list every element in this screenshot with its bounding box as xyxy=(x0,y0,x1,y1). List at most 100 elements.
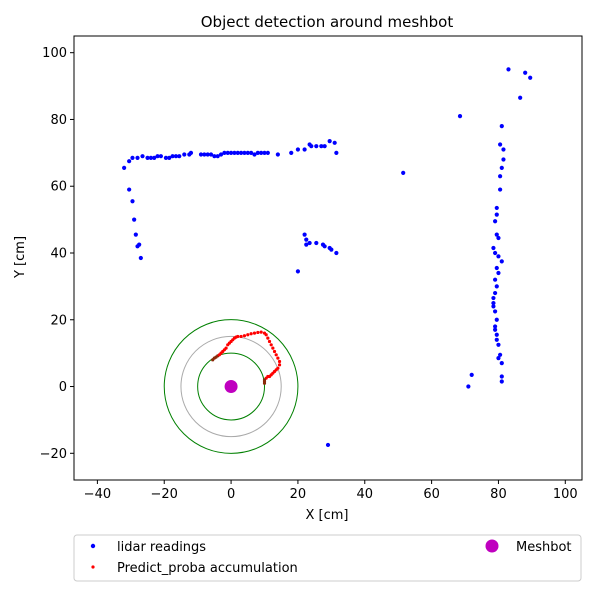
lidar-point xyxy=(232,150,237,155)
lidar-point xyxy=(498,187,503,192)
lidar-point xyxy=(493,290,498,296)
y-tick-label: −20 xyxy=(40,447,67,462)
lidar-point xyxy=(170,154,175,159)
lidar-point xyxy=(494,317,499,322)
lidar-point xyxy=(466,384,471,389)
lidar-point xyxy=(494,337,499,342)
plot-marks xyxy=(122,67,533,454)
lidar-point xyxy=(239,150,244,155)
y-tick-label: 80 xyxy=(50,113,67,128)
proba-point xyxy=(252,331,257,335)
proba-point xyxy=(224,346,228,350)
x-tick-label: 80 xyxy=(490,487,507,502)
legend-marker-meshbot xyxy=(485,539,499,553)
legend-box xyxy=(73,534,582,582)
lidar-point xyxy=(494,232,499,237)
lidar-point xyxy=(235,150,240,155)
lidar-point xyxy=(255,150,260,155)
y-axis-label: Y [cm] xyxy=(13,236,28,279)
legend-label-lidar: lidar readings xyxy=(117,540,206,555)
lidar-point xyxy=(327,139,332,144)
lidar-point xyxy=(322,144,327,149)
lidar-point xyxy=(491,245,496,251)
lidar-point xyxy=(148,155,153,160)
lidar-point xyxy=(501,147,506,152)
lidar-point xyxy=(155,154,160,159)
lidar-point xyxy=(245,150,250,155)
lidar-point xyxy=(130,199,135,204)
proba-point xyxy=(242,334,247,338)
lidar-point xyxy=(137,242,142,247)
lidar-point xyxy=(212,154,217,159)
lidar-point xyxy=(496,356,501,361)
lidar-point xyxy=(528,75,533,80)
lidar-point xyxy=(228,150,234,155)
lidar-point xyxy=(493,324,498,329)
lidar-point xyxy=(265,150,270,155)
lidar-point xyxy=(491,300,496,306)
x-tick-label: 20 xyxy=(290,487,307,502)
lidar-point xyxy=(275,152,280,157)
lidar-point xyxy=(499,165,504,170)
lidar-point xyxy=(198,152,204,157)
lidar-point xyxy=(499,379,504,384)
y-tick-label: 60 xyxy=(50,180,67,195)
lidar-point xyxy=(494,212,499,217)
lidar-point xyxy=(469,372,474,377)
x-tick-label: −40 xyxy=(84,487,111,502)
lidar-point xyxy=(130,155,135,160)
lidar-point xyxy=(314,240,319,246)
lidar-point xyxy=(122,165,127,170)
lidar-point xyxy=(205,152,210,157)
x-tick-label: 100 xyxy=(553,487,578,502)
proba-point xyxy=(236,334,240,339)
lidar-point xyxy=(309,144,314,149)
lidar-point xyxy=(325,442,331,448)
lidar-point xyxy=(133,232,138,237)
proba-point xyxy=(277,363,282,367)
lidar-point xyxy=(498,174,503,179)
lidar-point xyxy=(302,232,307,237)
proba-point xyxy=(277,359,282,364)
proba-point xyxy=(264,333,268,337)
lidar-point xyxy=(491,304,496,309)
lidar-point xyxy=(523,70,528,75)
lidar-point xyxy=(329,247,334,252)
lidar-point xyxy=(498,352,503,357)
lidar-point xyxy=(498,142,503,147)
range-circle-20 xyxy=(163,319,299,454)
range-circle-10 xyxy=(197,352,265,421)
plot-area xyxy=(122,67,533,454)
lidar-point xyxy=(491,295,496,301)
proba-point xyxy=(259,330,263,334)
lidar-point xyxy=(215,154,220,159)
lidar-point xyxy=(140,154,145,159)
lidar-point xyxy=(218,152,224,157)
lidar-point xyxy=(177,154,182,159)
x-tick-label: 60 xyxy=(423,487,440,502)
lidar-point xyxy=(259,150,264,155)
lidar-point xyxy=(307,240,312,246)
y-tick-label: 100 xyxy=(42,46,67,61)
proba-point xyxy=(271,346,275,350)
proba-point xyxy=(246,333,250,337)
lidar-point xyxy=(334,250,339,256)
lidar-point xyxy=(496,270,501,276)
lidar-point xyxy=(304,242,309,247)
lidar-point xyxy=(127,187,132,192)
lidar-point xyxy=(322,244,327,249)
lidar-point xyxy=(222,150,227,155)
proba-point xyxy=(276,356,280,360)
lidar-point xyxy=(135,155,140,160)
lidar-point xyxy=(173,154,179,159)
proba-point xyxy=(256,330,260,335)
meshbot-marker xyxy=(224,380,238,394)
legend: lidar readings Predict_proba accumulatio… xyxy=(73,534,582,582)
legend-marker-lidar xyxy=(90,543,96,549)
x-axis-label: X [cm] xyxy=(306,508,349,523)
y-tick-label: 20 xyxy=(50,313,67,328)
y-tick-label: 0 xyxy=(59,380,67,395)
lidar-point xyxy=(167,155,172,160)
